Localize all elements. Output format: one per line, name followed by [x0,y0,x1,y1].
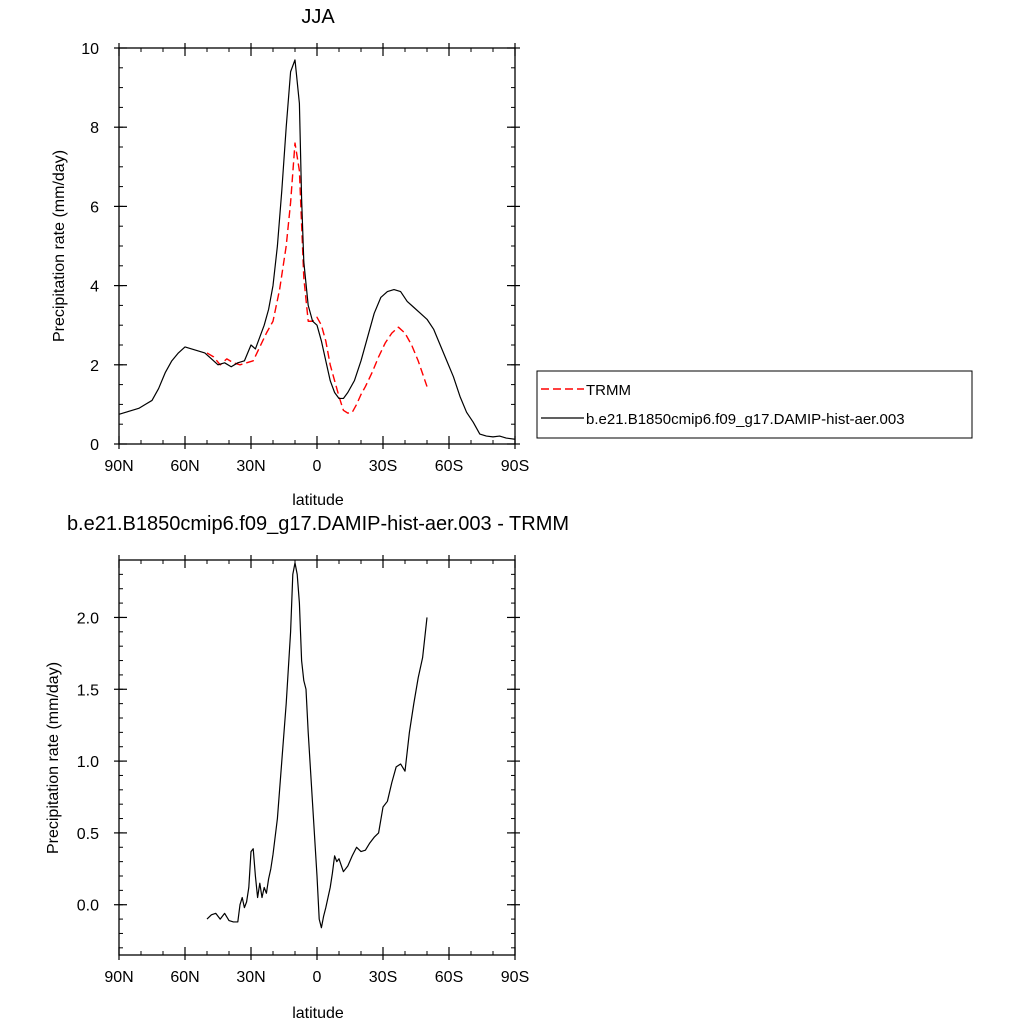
y-tick-label: 0.0 [77,898,99,915]
y-tick-label: 2.0 [77,610,99,627]
y-tick-label: 4 [90,279,99,296]
y-tick-label: 6 [90,199,99,216]
chart-title: b.e21.B1850cmip6.f09_g17.DAMIP-hist-aer.… [67,513,569,535]
y-tick-label: 1.5 [77,682,99,699]
plot-area: 90N 60N 30N 0 30S 60S 90S 0.0 0.5 1.0 1.5 2.0 [77,555,529,986]
plot-area: 90N 60N 30N 0 30S 60S 90S 0 2 4 6 8 10 [81,41,529,475]
x-tick-label: 0 [313,458,322,475]
x-tick-label: 0 [313,969,322,986]
y-tick-label: 0 [90,437,99,454]
x-tick-label: 60N [170,969,199,986]
x-tick-label: 60S [435,969,463,986]
x-tick-label: 90S [501,458,529,475]
x-tick-label: 60N [170,458,199,475]
x-tick-label: 90N [104,969,133,986]
y-tick-label: 10 [81,41,99,58]
x-tick-label: 30N [236,458,265,475]
series-line-difference [206,562,428,929]
y-tick-label: 0.5 [77,826,99,843]
x-axis-label: latitude [292,1005,344,1022]
x-tick-label: 60S [435,458,463,475]
x-axis-label: latitude [292,492,344,509]
x-tick-label: 90N [104,458,133,475]
y-tick-label: 8 [90,120,99,137]
y-axis-label: Precipitation rate (mm/day) [45,662,62,854]
plot-frame [118,559,516,956]
series-line-b-e21-b1850cmip6-f09-g17-damip-hist-aer-003 [118,59,516,440]
bottom-chart: b.e21.B1850cmip6.f09_g17.DAMIP-hist-aer.… [45,513,569,1022]
x-tick-label: 30S [369,969,397,986]
x-tick-label: 30S [369,458,397,475]
legend-label-trmm: TRMM [586,382,631,399]
plot-frame [118,47,516,445]
y-tick-label: 1.0 [77,754,99,771]
series-line-trmm [206,142,428,414]
y-tick-label: 2 [90,358,99,375]
chart-title: JJA [301,6,335,28]
legend-box [536,370,973,439]
y-axis-label: Precipitation rate (mm/day) [51,150,68,342]
x-tick-label: 30N [236,969,265,986]
x-tick-label: 90S [501,969,529,986]
legend-label-model: b.e21.B1850cmip6.f09_g17.DAMIP-hist-aer.… [586,411,905,428]
legend: TRMM b.e21.B1850cmip6.f09_g17.DAMIP-hist… [536,370,973,439]
